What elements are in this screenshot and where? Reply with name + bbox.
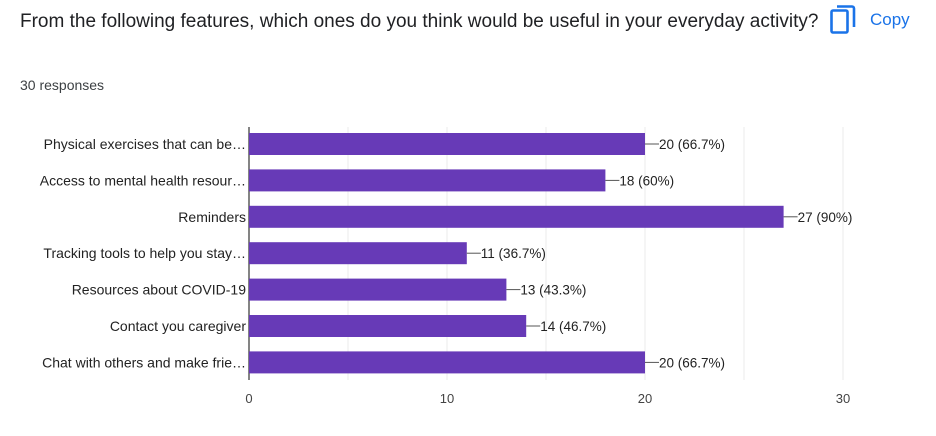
bar[interactable]: [249, 133, 645, 155]
bars: [249, 133, 784, 374]
category-label: Resources about COVID-19: [72, 282, 247, 298]
copy-chart-button[interactable]: Copy: [830, 4, 910, 36]
category-label: Contact you caregiver: [110, 318, 247, 334]
data-label: 20 (66.7%): [659, 355, 725, 370]
bar[interactable]: [249, 278, 507, 301]
category-labels: Physical exercises that can be… Access to…: [40, 136, 247, 370]
question-title: From the following features, which ones …: [20, 11, 819, 32]
category-label: Reminders: [178, 209, 246, 225]
x-tick-label: 20: [638, 391, 652, 406]
bar[interactable]: [249, 169, 606, 192]
bar[interactable]: [249, 351, 645, 374]
bar[interactable]: [249, 315, 527, 337]
category-label: Chat with others and make frie…: [42, 354, 246, 370]
data-label: 18 (60%): [619, 173, 674, 188]
category-label: Tracking tools to help you stay…: [43, 245, 246, 261]
data-label: 14 (46.7%): [540, 319, 606, 334]
category-label: Access to mental health resour…: [40, 172, 246, 188]
data-label: 11 (36.7%): [481, 246, 546, 261]
x-tick-label: 0: [245, 391, 252, 406]
data-label: 20 (66.7%): [659, 137, 725, 152]
data-labels: 20 (66.7%) 18 (60%) 27 (90%) 11 (36.7%) 13 (…: [466, 137, 853, 370]
data-label: 13 (43.3%): [520, 283, 586, 298]
bar[interactable]: [249, 205, 784, 228]
copy-icon: [830, 5, 856, 35]
bar[interactable]: [249, 242, 467, 265]
response-count: 30 responses: [20, 77, 105, 93]
x-tick-labels: 0 10 20 30: [245, 391, 850, 406]
x-tick-label: 30: [836, 391, 850, 406]
data-label: 27 (90%): [798, 210, 853, 225]
x-tick-label: 10: [440, 391, 454, 406]
copy-label: Copy: [870, 10, 910, 29]
category-label: Physical exercises that can be…: [44, 136, 246, 152]
